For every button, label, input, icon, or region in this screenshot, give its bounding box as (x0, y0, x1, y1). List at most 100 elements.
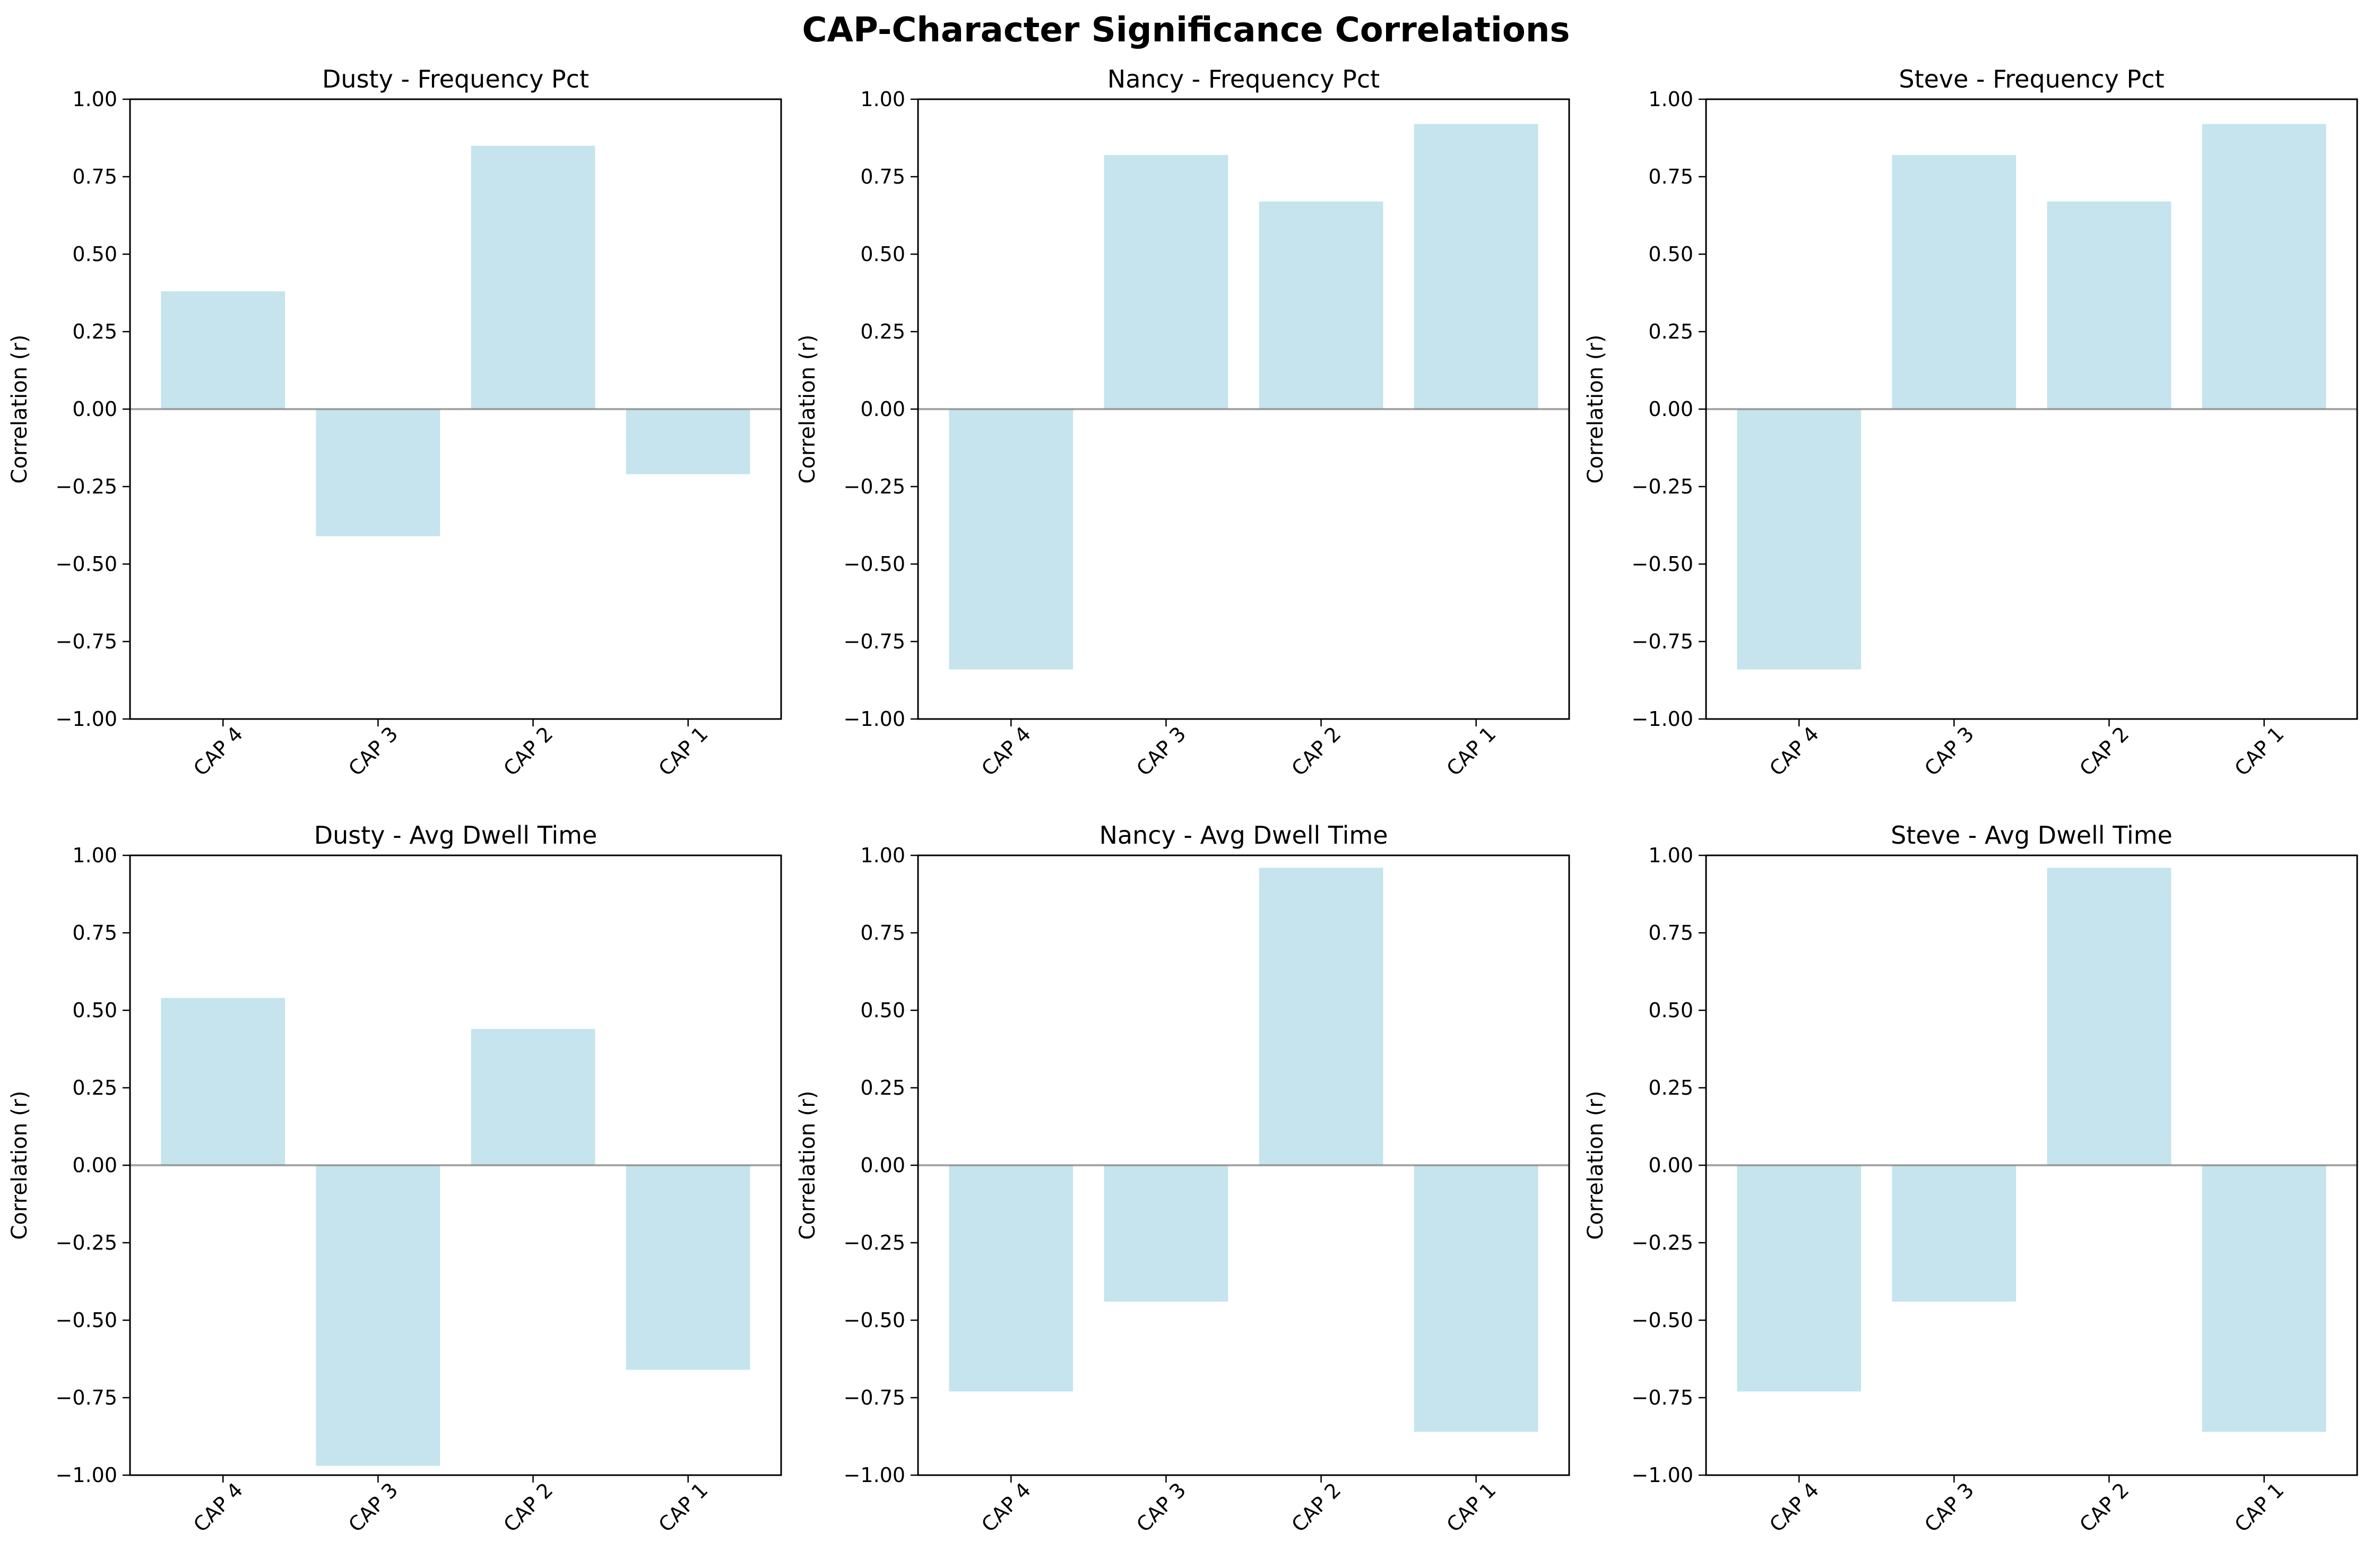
y-axis-label: Correlation (r) (7, 335, 32, 484)
bar-cap-4 (161, 998, 285, 1165)
y-tick-label: 0.50 (1648, 242, 1693, 266)
bar-cap-1 (2202, 124, 2326, 410)
y-tick-label: −1.00 (1632, 707, 1693, 731)
y-tick-label: 0.75 (1648, 921, 1693, 945)
bar-cap-2 (1259, 868, 1383, 1165)
bar-cap-4 (1737, 409, 1862, 670)
y-tick-label: 0.50 (860, 999, 905, 1022)
bar-cap-1 (626, 409, 750, 474)
y-tick-label: 1.00 (1648, 844, 1693, 867)
y-axis-label: Correlation (r) (1583, 335, 1608, 484)
y-tick-label: 0.00 (1648, 397, 1693, 421)
bar-cap-1 (1414, 1165, 1538, 1432)
y-tick-label: 0.50 (72, 999, 117, 1022)
y-tick-label: 0.75 (72, 921, 117, 945)
y-tick-label: 1.00 (860, 844, 905, 867)
y-tick-label: −0.75 (844, 630, 905, 653)
y-tick-label: 0.25 (1648, 320, 1693, 343)
subplot-title: Dusty - Frequency Pct (322, 65, 589, 93)
y-tick-label: 0.50 (860, 242, 905, 266)
bar-cap-4 (1737, 1165, 1862, 1392)
y-tick-label: 0.00 (72, 397, 117, 421)
subplot-title: Nancy - Frequency Pct (1107, 65, 1380, 93)
bar-cap-1 (626, 1165, 750, 1370)
subplot-title: Dusty - Avg Dwell Time (314, 821, 598, 850)
y-tick-label: 0.50 (72, 242, 117, 266)
y-tick-label: −0.25 (844, 1231, 905, 1254)
y-tick-label: −0.25 (1632, 1231, 1693, 1254)
y-tick-label: 0.75 (72, 165, 117, 188)
bar-cap-1 (2202, 1165, 2326, 1432)
bar-cap-3 (316, 1165, 440, 1466)
y-tick-label: −0.50 (56, 1309, 117, 1332)
y-tick-label: 0.25 (860, 1076, 905, 1099)
y-tick-label: 0.75 (860, 165, 905, 188)
y-tick-label: −0.50 (1632, 1309, 1693, 1332)
y-tick-label: −1.00 (844, 707, 905, 731)
y-tick-label: −0.25 (56, 475, 117, 498)
figure-title: CAP-Character Significance Correlations (802, 11, 1570, 50)
y-tick-label: −0.50 (844, 1309, 905, 1332)
y-tick-label: 0.50 (1648, 999, 1693, 1022)
y-tick-label: 0.25 (860, 320, 905, 343)
y-tick-label: −1.00 (844, 1463, 905, 1487)
bar-cap-3 (1892, 155, 2016, 409)
y-tick-label: −0.25 (1632, 475, 1693, 498)
y-tick-label: −0.75 (1632, 1386, 1693, 1409)
axes-frame (129, 854, 782, 1476)
y-tick-label: −0.50 (56, 552, 117, 576)
y-tick-label: 0.25 (72, 1076, 117, 1099)
subplot-title: Steve - Frequency Pct (1899, 65, 2164, 93)
y-tick-label: −1.00 (56, 1463, 117, 1487)
y-tick-label: −0.75 (56, 630, 117, 653)
y-tick-label: 1.00 (1648, 88, 1693, 111)
y-axis-label: Correlation (r) (795, 335, 820, 484)
bar-cap-4 (949, 1165, 1074, 1392)
y-tick-label: 0.00 (860, 1154, 905, 1177)
y-tick-label: −0.50 (1632, 552, 1693, 576)
axes-frame (917, 854, 1570, 1476)
y-tick-label: 0.75 (1648, 165, 1693, 188)
y-tick-label: −0.25 (844, 475, 905, 498)
y-tick-label: 0.00 (1648, 1154, 1693, 1177)
bar-cap-3 (1892, 1165, 2016, 1302)
axes-frame (1705, 854, 2358, 1476)
axes-frame (1705, 98, 2358, 720)
axes-frame (917, 98, 1570, 720)
y-axis-label: Correlation (r) (795, 1091, 820, 1240)
y-tick-label: −1.00 (56, 707, 117, 731)
bar-cap-4 (949, 409, 1074, 670)
y-tick-label: 1.00 (72, 88, 117, 111)
bar-cap-3 (1104, 155, 1228, 409)
y-tick-label: 0.00 (860, 397, 905, 421)
y-axis-label: Correlation (r) (1583, 1091, 1608, 1240)
y-tick-label: −1.00 (1632, 1463, 1693, 1487)
y-tick-label: 1.00 (860, 88, 905, 111)
bar-cap-3 (316, 409, 440, 536)
subplot-title: Steve - Avg Dwell Time (1891, 821, 2172, 850)
subplot-title: Nancy - Avg Dwell Time (1099, 821, 1388, 850)
y-tick-label: 0.00 (72, 1154, 117, 1177)
y-tick-label: −0.75 (844, 1386, 905, 1409)
y-tick-label: 0.25 (1648, 1076, 1693, 1099)
bar-cap-2 (2047, 868, 2171, 1165)
y-tick-label: −0.75 (56, 1386, 117, 1409)
y-tick-label: 1.00 (72, 844, 117, 867)
bar-cap-4 (161, 291, 285, 409)
bar-cap-3 (1104, 1165, 1228, 1302)
y-tick-label: −0.50 (844, 552, 905, 576)
axes-frame (129, 98, 782, 720)
bar-cap-2 (2047, 201, 2171, 409)
bar-cap-2 (471, 145, 595, 409)
bar-cap-2 (471, 1029, 595, 1165)
y-tick-label: 0.25 (72, 320, 117, 343)
y-tick-label: −0.25 (56, 1231, 117, 1254)
y-tick-label: 0.75 (860, 921, 905, 945)
bar-cap-2 (1259, 201, 1383, 409)
bar-cap-1 (1414, 124, 1538, 410)
y-axis-label: Correlation (r) (7, 1091, 32, 1240)
